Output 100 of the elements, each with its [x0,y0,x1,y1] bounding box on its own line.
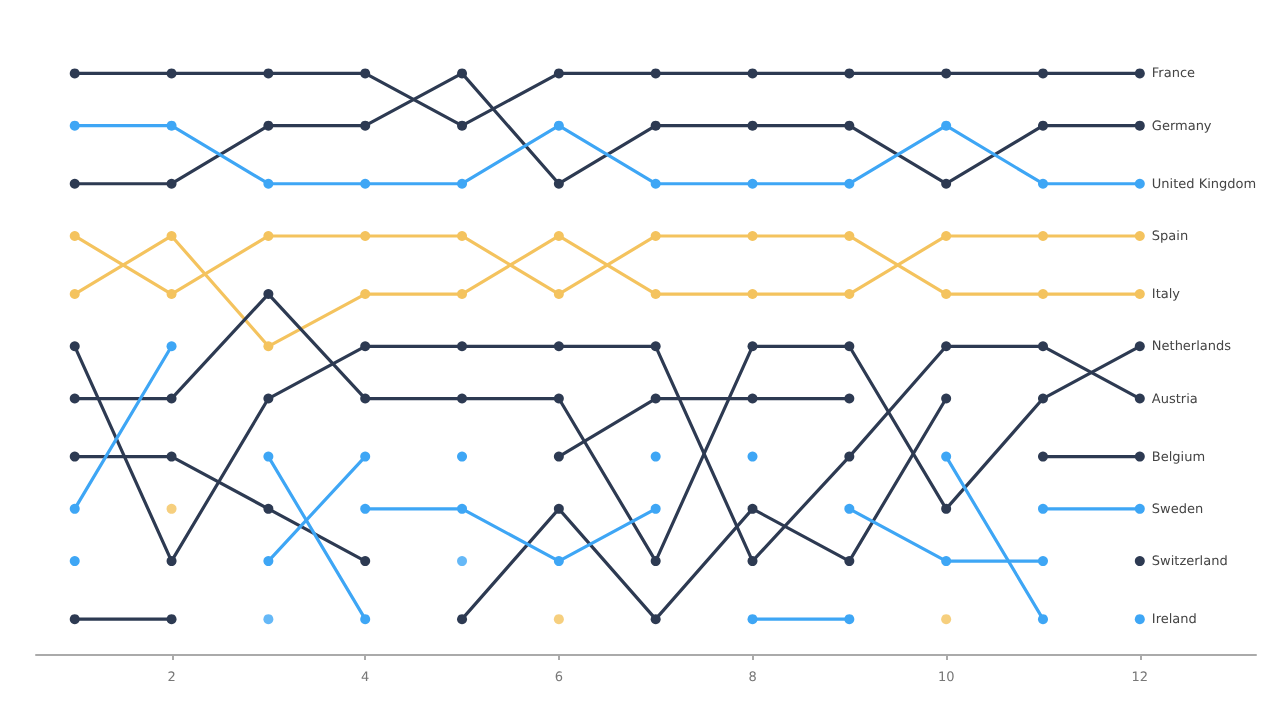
point [1037,614,1048,625]
point [1037,178,1048,189]
point [650,393,661,404]
point [166,503,177,514]
point [457,230,468,241]
point [263,341,274,352]
point [844,230,855,241]
point [844,68,855,79]
point [941,503,952,514]
point [553,178,564,189]
point [69,230,80,241]
point [650,178,661,189]
point [360,614,371,625]
point [844,120,855,131]
point [747,230,758,241]
point [457,451,468,462]
point [263,393,274,404]
point [1134,393,1145,404]
point [457,341,468,352]
point [457,393,468,404]
point [650,289,661,300]
point [457,556,468,567]
point [263,503,274,514]
point [553,503,564,514]
point [360,68,371,79]
point [1134,451,1145,462]
point [844,289,855,300]
point [166,451,177,462]
point [941,230,952,241]
point [1134,341,1145,352]
point [553,289,564,300]
point [747,556,758,567]
point [457,503,468,514]
point [941,451,952,462]
point [69,614,80,625]
point [166,556,177,567]
point [747,393,758,404]
point [69,68,80,79]
point [844,341,855,352]
point [1037,556,1048,567]
point [941,614,952,625]
point [1134,289,1145,300]
point [1134,178,1145,189]
point [1037,68,1048,79]
point [360,451,371,462]
point [1134,68,1145,79]
point [941,68,952,79]
point [650,120,661,131]
point [650,614,661,625]
point [360,289,371,300]
point [747,451,758,462]
point [1037,120,1048,131]
point [650,68,661,79]
point [166,178,177,189]
point [1134,120,1145,131]
point [941,178,952,189]
point [360,230,371,241]
point [457,68,468,79]
point [69,289,80,300]
point [263,178,274,189]
point [1134,614,1145,625]
point [844,503,855,514]
point [166,393,177,404]
point [747,120,758,131]
point [650,230,661,241]
point [1134,503,1145,514]
point [553,451,564,462]
point [69,556,80,567]
point [360,503,371,514]
point [166,120,177,131]
point [941,556,952,567]
point [650,341,661,352]
point [553,341,564,352]
point [166,341,177,352]
point [166,614,177,625]
point [553,393,564,404]
point [263,289,274,300]
point [747,289,758,300]
point [844,178,855,189]
point [263,120,274,131]
point [263,451,274,462]
point [747,68,758,79]
point [69,503,80,514]
point [166,289,177,300]
point [166,68,177,79]
point [263,230,274,241]
point [747,178,758,189]
point [263,614,274,625]
point [941,289,952,300]
point [747,503,758,514]
point [650,451,661,462]
point [1134,556,1145,567]
point [69,393,80,404]
point [69,120,80,131]
point [360,393,371,404]
point [941,393,952,404]
point [166,230,177,241]
point [553,120,564,131]
point [360,120,371,131]
point [747,614,758,625]
